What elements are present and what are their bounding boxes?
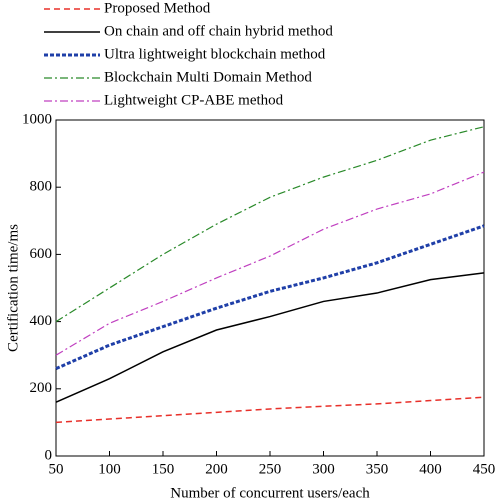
y-tick-label: 0 [45,447,53,463]
series-line [55,272,485,403]
x-tick-label: 150 [152,461,175,477]
x-tick-label: 250 [259,461,282,477]
x-tick-label: 350 [366,461,389,477]
x-tick-label: 450 [473,461,496,477]
y-tick-label: 600 [30,246,53,262]
legend-label: Proposed Method [104,0,211,16]
series-line [55,396,485,424]
x-tick-label: 400 [419,461,442,477]
legend-label: Blockchain Multi Domain Method [104,69,312,85]
x-tick-label: 50 [49,461,64,477]
x-tick-label: 300 [312,461,335,477]
series-line [55,224,485,371]
y-tick-label: 200 [30,380,53,396]
legend-label: Lightweight CP-ABE method [104,92,284,108]
series-line [55,126,485,323]
y-axis-label: Certification time/ms [5,224,21,352]
series-line [55,171,485,356]
x-tick-label: 100 [98,461,121,477]
x-tick-label: 200 [205,461,228,477]
y-tick-label: 1000 [22,111,52,127]
x-axis-label: Number of concurrent users/each [170,485,370,501]
y-tick-label: 800 [30,179,53,195]
legend-label: Ultra lightweight blockchain method [104,46,326,62]
y-tick-label: 400 [30,313,53,329]
legend-label: On chain and off chain hybrid method [104,23,333,39]
plot-frame [55,119,485,457]
